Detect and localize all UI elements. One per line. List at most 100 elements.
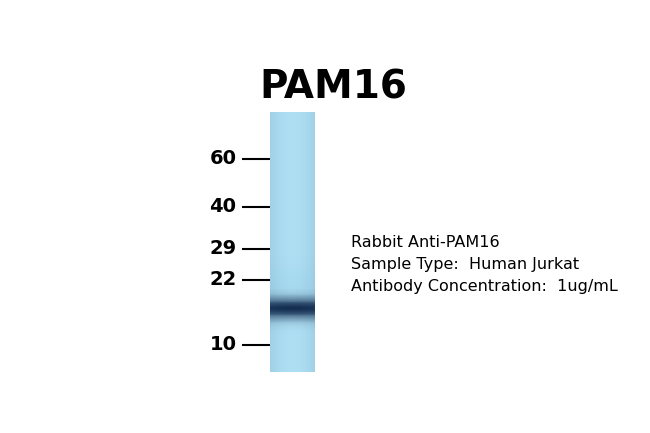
- Bar: [270, 352, 315, 353]
- Bar: [270, 133, 315, 134]
- Bar: [270, 279, 315, 280]
- Bar: [270, 183, 315, 184]
- Bar: [270, 253, 315, 254]
- Bar: [270, 359, 315, 360]
- Bar: [281, 112, 283, 372]
- Bar: [270, 235, 315, 236]
- Bar: [270, 239, 315, 240]
- Bar: [272, 112, 274, 372]
- Bar: [270, 345, 315, 346]
- Bar: [270, 177, 315, 178]
- Bar: [270, 308, 315, 309]
- Bar: [270, 250, 315, 251]
- Bar: [270, 292, 315, 293]
- Bar: [270, 147, 315, 148]
- Bar: [270, 144, 315, 145]
- Bar: [270, 122, 315, 123]
- Bar: [291, 112, 292, 372]
- Bar: [270, 303, 315, 304]
- Bar: [270, 146, 315, 147]
- Bar: [270, 327, 315, 328]
- Bar: [270, 317, 315, 318]
- Text: 40: 40: [209, 197, 237, 216]
- Bar: [270, 342, 315, 343]
- Bar: [270, 251, 315, 252]
- Bar: [270, 160, 315, 161]
- Text: 60: 60: [209, 149, 237, 168]
- Bar: [270, 206, 315, 207]
- Bar: [270, 313, 315, 314]
- Bar: [310, 112, 311, 372]
- Bar: [270, 123, 315, 124]
- Bar: [270, 195, 315, 196]
- Bar: [270, 362, 315, 363]
- Bar: [270, 339, 315, 340]
- Bar: [270, 255, 315, 256]
- Bar: [270, 300, 315, 301]
- Bar: [277, 112, 278, 372]
- Bar: [270, 350, 315, 351]
- Bar: [270, 351, 315, 352]
- Bar: [270, 271, 315, 272]
- Bar: [270, 297, 315, 298]
- Bar: [270, 330, 315, 331]
- Bar: [297, 112, 298, 372]
- Bar: [270, 357, 315, 358]
- Bar: [270, 184, 315, 185]
- Bar: [270, 288, 315, 289]
- Bar: [270, 212, 315, 213]
- Bar: [270, 242, 315, 243]
- Bar: [270, 295, 315, 296]
- Bar: [270, 305, 315, 306]
- Bar: [270, 210, 315, 211]
- Bar: [270, 237, 315, 238]
- Bar: [289, 112, 291, 372]
- Bar: [270, 207, 315, 208]
- Bar: [270, 181, 315, 182]
- Bar: [270, 247, 315, 248]
- Bar: [270, 112, 315, 113]
- Bar: [270, 320, 315, 321]
- Bar: [280, 112, 281, 372]
- Bar: [270, 298, 315, 299]
- Bar: [270, 120, 315, 121]
- Bar: [270, 318, 315, 319]
- Bar: [270, 333, 315, 334]
- Bar: [270, 363, 315, 364]
- Bar: [270, 263, 315, 264]
- Bar: [270, 167, 315, 168]
- Bar: [270, 275, 315, 276]
- Bar: [270, 338, 315, 339]
- Bar: [270, 230, 315, 231]
- Bar: [270, 172, 315, 173]
- Bar: [302, 112, 303, 372]
- Bar: [270, 331, 315, 332]
- Bar: [270, 340, 315, 341]
- Bar: [270, 287, 315, 288]
- Bar: [270, 348, 315, 349]
- Bar: [270, 274, 315, 275]
- Bar: [270, 262, 315, 263]
- Bar: [270, 228, 315, 229]
- Bar: [270, 196, 315, 197]
- Bar: [270, 365, 315, 366]
- Bar: [270, 164, 315, 165]
- Bar: [270, 139, 315, 140]
- Bar: [270, 134, 315, 135]
- Bar: [270, 145, 315, 146]
- Bar: [270, 151, 315, 152]
- Bar: [270, 188, 315, 189]
- Bar: [270, 361, 315, 362]
- Bar: [295, 112, 296, 372]
- Bar: [270, 125, 315, 126]
- Bar: [270, 243, 315, 244]
- Bar: [292, 112, 293, 372]
- Bar: [270, 252, 315, 253]
- Bar: [270, 213, 315, 214]
- Bar: [311, 112, 312, 372]
- Text: 10: 10: [209, 335, 237, 354]
- Bar: [304, 112, 306, 372]
- Bar: [270, 368, 315, 369]
- Bar: [270, 192, 315, 193]
- Bar: [270, 186, 315, 187]
